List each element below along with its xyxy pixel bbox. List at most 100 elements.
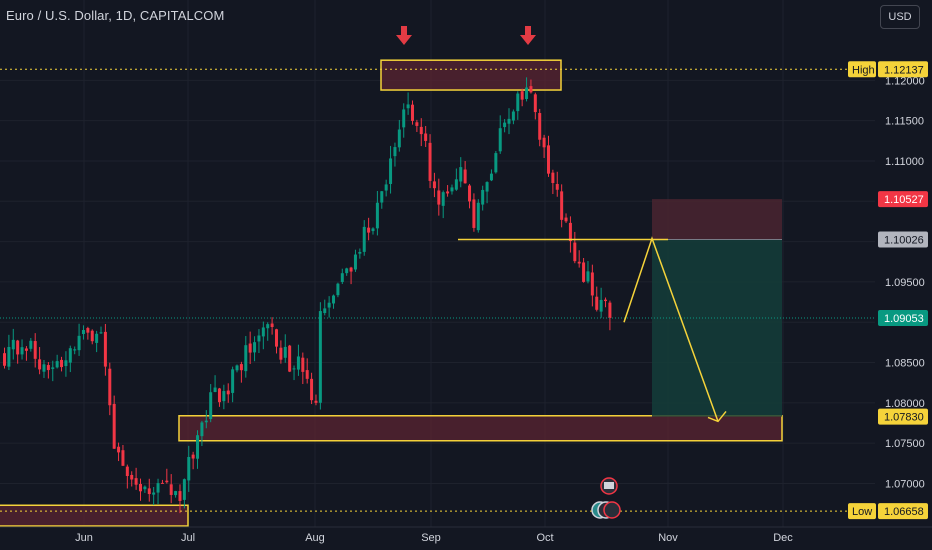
candle-body bbox=[103, 331, 107, 367]
projection-arrowhead bbox=[707, 410, 727, 423]
candle-body bbox=[586, 271, 590, 282]
candle-body bbox=[608, 302, 612, 318]
candle-body bbox=[564, 217, 568, 222]
candle-body bbox=[279, 347, 283, 360]
price-tag-value: 1.09053 bbox=[884, 313, 924, 325]
candle-body bbox=[415, 122, 419, 126]
down-arrow-icon bbox=[520, 26, 536, 45]
candle-body bbox=[121, 450, 125, 466]
candle-body bbox=[217, 388, 221, 403]
candle-body bbox=[42, 364, 46, 372]
candle-body bbox=[424, 133, 428, 141]
candle-body bbox=[60, 359, 64, 368]
candle-body bbox=[314, 400, 318, 403]
candle-body bbox=[310, 378, 314, 401]
candle-body bbox=[226, 390, 230, 395]
candle-body bbox=[503, 122, 507, 128]
candle-body bbox=[152, 492, 156, 495]
candle-body bbox=[349, 267, 353, 272]
candle-body bbox=[239, 364, 243, 371]
candle-body bbox=[336, 283, 340, 296]
candle-body bbox=[81, 330, 85, 334]
candle-body bbox=[468, 185, 472, 202]
candle-body bbox=[375, 202, 379, 229]
candle-body bbox=[402, 109, 406, 128]
price-axis-background bbox=[876, 0, 932, 550]
candle-body bbox=[533, 94, 537, 113]
candle-body bbox=[64, 360, 68, 367]
price-tag-value: 1.10026 bbox=[884, 235, 924, 247]
candle-body bbox=[296, 356, 300, 370]
candle-body bbox=[525, 87, 529, 100]
candle-body bbox=[489, 173, 493, 181]
candle-body bbox=[16, 340, 20, 355]
price-tick-label: 1.11000 bbox=[885, 156, 924, 168]
down-arrow-icon bbox=[396, 26, 412, 45]
candle-body bbox=[253, 342, 257, 353]
candle-body bbox=[590, 272, 594, 296]
candle-body bbox=[38, 359, 42, 370]
price-tick-label: 1.09500 bbox=[885, 277, 925, 289]
candle-body bbox=[406, 104, 410, 109]
price-tick-label: 1.07500 bbox=[885, 438, 925, 450]
candle-body bbox=[323, 308, 327, 314]
candle-body bbox=[384, 184, 388, 191]
candle-body bbox=[134, 478, 138, 485]
price-axis[interactable]: 1.120001.115001.110001.105001.100001.095… bbox=[848, 0, 932, 550]
candle-body bbox=[86, 328, 90, 333]
price-candles bbox=[3, 77, 612, 514]
candle-body bbox=[353, 254, 357, 270]
candle-body bbox=[397, 129, 401, 148]
candle-body bbox=[494, 153, 498, 173]
price-tag-value: 1.06658 bbox=[884, 506, 924, 518]
candle-body bbox=[288, 345, 292, 372]
candle-body bbox=[595, 296, 599, 310]
candle-body bbox=[446, 191, 450, 194]
candle-body bbox=[568, 222, 572, 242]
candle-body bbox=[538, 113, 542, 140]
candle-body bbox=[125, 466, 129, 477]
candle-body bbox=[459, 167, 463, 182]
candle-body bbox=[51, 367, 55, 369]
candle-body bbox=[99, 332, 103, 334]
candle-body bbox=[68, 348, 72, 363]
price-tick-label: 1.12000 bbox=[885, 75, 925, 87]
candle-body bbox=[507, 118, 511, 124]
candle-body bbox=[546, 145, 550, 174]
candle-body bbox=[560, 191, 564, 220]
event-markers[interactable] bbox=[591, 477, 621, 519]
candle-body bbox=[520, 91, 524, 100]
price-tag bbox=[878, 408, 928, 425]
candle-body bbox=[169, 484, 173, 495]
candle-body bbox=[393, 147, 397, 157]
price-tag-label: Low bbox=[852, 506, 872, 518]
price-tag bbox=[878, 61, 928, 78]
candle-body bbox=[555, 184, 559, 190]
price-tag-label-box bbox=[848, 503, 876, 520]
candle-body bbox=[358, 251, 362, 254]
currency-button[interactable]: USD bbox=[880, 5, 920, 29]
time-tick-label: Nov bbox=[658, 532, 678, 544]
time-tick-label: Sep bbox=[421, 532, 441, 544]
price-tag bbox=[878, 309, 928, 326]
candle-body bbox=[441, 192, 445, 206]
candle-body bbox=[191, 454, 195, 459]
candle-body bbox=[389, 158, 393, 184]
candle-body bbox=[108, 368, 112, 406]
candle-body bbox=[204, 420, 208, 423]
candle-body bbox=[498, 128, 502, 152]
time-axis[interactable]: Jun Jul Aug Sep Oct Nov Dec bbox=[0, 526, 932, 544]
candle-body bbox=[577, 261, 581, 264]
candle-body bbox=[472, 199, 476, 228]
candle-body bbox=[419, 126, 423, 135]
price-tick-label: 1.07000 bbox=[885, 478, 925, 490]
candle-body bbox=[516, 93, 520, 112]
candle-body bbox=[292, 368, 296, 370]
candle-body bbox=[582, 262, 586, 282]
candle-body bbox=[112, 403, 116, 449]
economic-event-icon[interactable] bbox=[603, 501, 621, 519]
price-tick-label: 1.08500 bbox=[885, 358, 925, 370]
candle-body bbox=[244, 345, 248, 372]
candle-body bbox=[454, 179, 458, 190]
